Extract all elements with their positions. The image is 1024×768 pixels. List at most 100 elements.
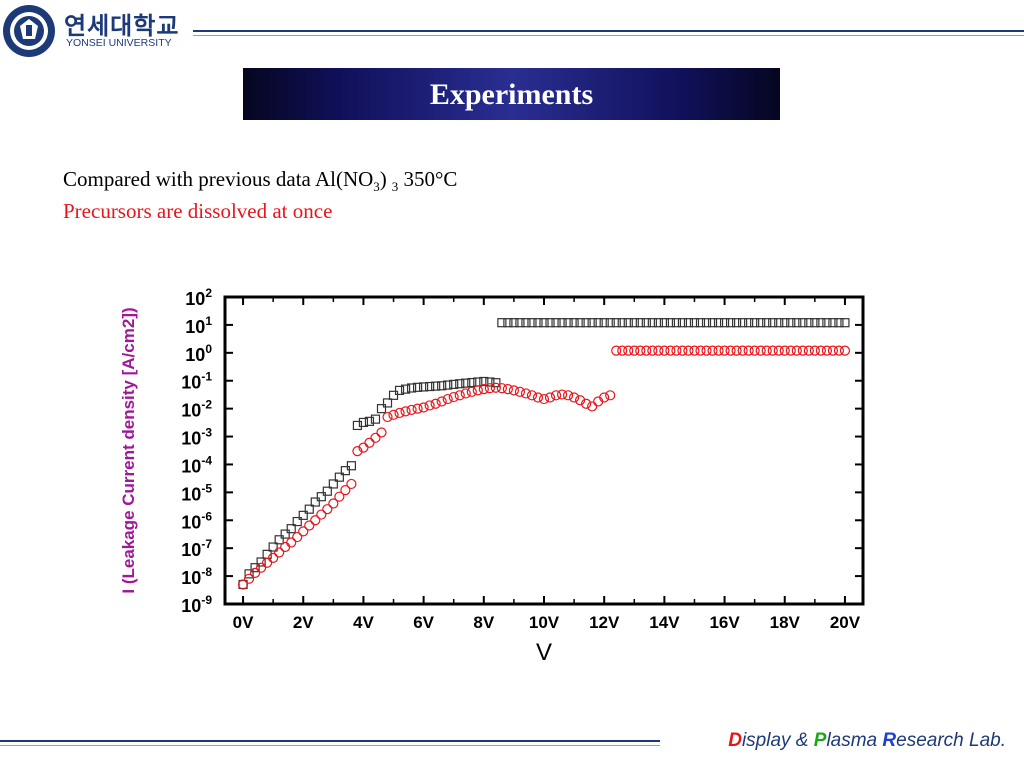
circle-data-point xyxy=(809,345,820,356)
circle-data-point xyxy=(249,567,261,579)
square-data-point xyxy=(406,383,417,393)
circle-data-point xyxy=(442,393,453,405)
circle-data-point xyxy=(514,386,526,397)
square-data-point xyxy=(629,318,639,328)
square-data-point xyxy=(479,376,489,387)
square-data-point xyxy=(244,569,254,579)
square-data-point xyxy=(370,414,381,424)
square-data-point xyxy=(310,497,320,507)
circle-data-point xyxy=(821,345,832,356)
circle-data-point xyxy=(737,345,748,356)
y-tick-label: 10-7 xyxy=(181,537,212,560)
title-banner: Experiments xyxy=(243,68,780,120)
square-data-point xyxy=(581,318,591,328)
circle-data-point xyxy=(298,526,309,537)
header-divider xyxy=(193,30,1024,32)
square-data-point xyxy=(762,318,772,328)
square-data-point xyxy=(605,318,615,328)
circle-data-point xyxy=(635,345,646,356)
circle-data-point xyxy=(605,390,616,401)
circle-data-point xyxy=(340,485,351,496)
circle-data-point xyxy=(424,400,435,411)
circle-data-point xyxy=(352,446,363,457)
y-tick-labels: 102 101 100 10-1 10-2 10-3 10-4 10-5 10-6 10-7 10-… xyxy=(181,286,212,616)
circle-data-point xyxy=(761,345,772,356)
square-data-point xyxy=(834,318,844,328)
square-data-point xyxy=(431,381,441,391)
circle-data-point xyxy=(713,345,724,356)
lab-word-display: isplay & xyxy=(741,730,814,751)
circle-data-point xyxy=(448,391,459,403)
square-data-point xyxy=(665,318,675,328)
circle-data-point xyxy=(334,491,345,502)
square-data-point xyxy=(521,318,531,328)
square-data-point xyxy=(425,381,435,392)
circle-data-point xyxy=(322,504,333,515)
square-data-point xyxy=(286,524,296,534)
circle-data-point xyxy=(599,392,610,403)
x-tick-label: 12V xyxy=(589,613,620,632)
square-data-point xyxy=(659,318,669,328)
square-data-point xyxy=(653,318,663,328)
circle-data-point xyxy=(460,388,471,399)
circle-data-point xyxy=(262,557,273,568)
circle-data-point xyxy=(785,345,796,356)
plot-frame xyxy=(223,295,865,606)
slide-title: Experiments xyxy=(429,78,594,111)
circle-data-point xyxy=(382,411,393,423)
square-data-point xyxy=(533,318,543,328)
circle-data-point xyxy=(562,390,574,401)
square-data-point xyxy=(744,318,754,328)
square-data-point xyxy=(756,318,766,328)
circle-data-point xyxy=(791,345,802,356)
square-data-point xyxy=(798,318,808,328)
square-data-point xyxy=(750,318,760,328)
lab-initial-r: R xyxy=(882,730,897,751)
square-data-point xyxy=(485,377,495,387)
square-data-point xyxy=(346,461,356,471)
circle-data-point xyxy=(280,541,291,553)
square-data-point xyxy=(515,318,525,328)
circle-data-point xyxy=(364,437,375,448)
square-data-point xyxy=(816,318,826,328)
square-data-point xyxy=(840,318,850,328)
circle-data-point xyxy=(677,345,688,356)
circle-data-point xyxy=(815,345,826,356)
square-data-point xyxy=(268,542,278,552)
square-data-point xyxy=(419,382,429,392)
lab-name: Display & Plasma Research Lab. xyxy=(728,730,1006,752)
circle-data-point xyxy=(695,345,706,356)
lab-initial-p: P xyxy=(813,730,827,751)
square-data-point xyxy=(509,318,519,328)
circle-data-point xyxy=(286,537,297,548)
circle-data-point xyxy=(520,388,532,399)
square-data-point xyxy=(719,318,730,328)
square-data-point xyxy=(563,318,573,328)
axis-ticks xyxy=(225,296,863,605)
circle-data-point xyxy=(659,345,670,356)
circle-data-point xyxy=(647,345,658,356)
square-data-point xyxy=(623,318,633,328)
circle-data-point xyxy=(797,345,808,356)
square-data-point xyxy=(593,318,603,328)
square-data-point xyxy=(575,318,585,328)
footer-divider-thin xyxy=(0,745,660,746)
square-data-point xyxy=(394,385,405,396)
circle-data-point xyxy=(719,345,730,356)
square-data-point xyxy=(725,318,736,328)
x-tick-label: 2V xyxy=(293,613,314,632)
y-axis-label: I (Leakage Current density [A/cm2]) xyxy=(119,307,138,593)
square-data-point xyxy=(250,563,260,573)
circle-data-point xyxy=(490,382,501,393)
circle-data-point xyxy=(358,442,369,453)
circle-data-point xyxy=(237,579,249,590)
y-tick-label: 10-3 xyxy=(181,426,212,449)
square-data-point xyxy=(551,318,561,328)
circle-data-point xyxy=(779,345,790,356)
circle-data-point xyxy=(803,345,814,356)
circle-data-point xyxy=(743,345,754,356)
precursor-note: Precursors are dissolved at once xyxy=(63,199,333,223)
square-data-point xyxy=(545,318,555,328)
square-data-point xyxy=(437,381,447,391)
square-data-point xyxy=(527,318,537,328)
